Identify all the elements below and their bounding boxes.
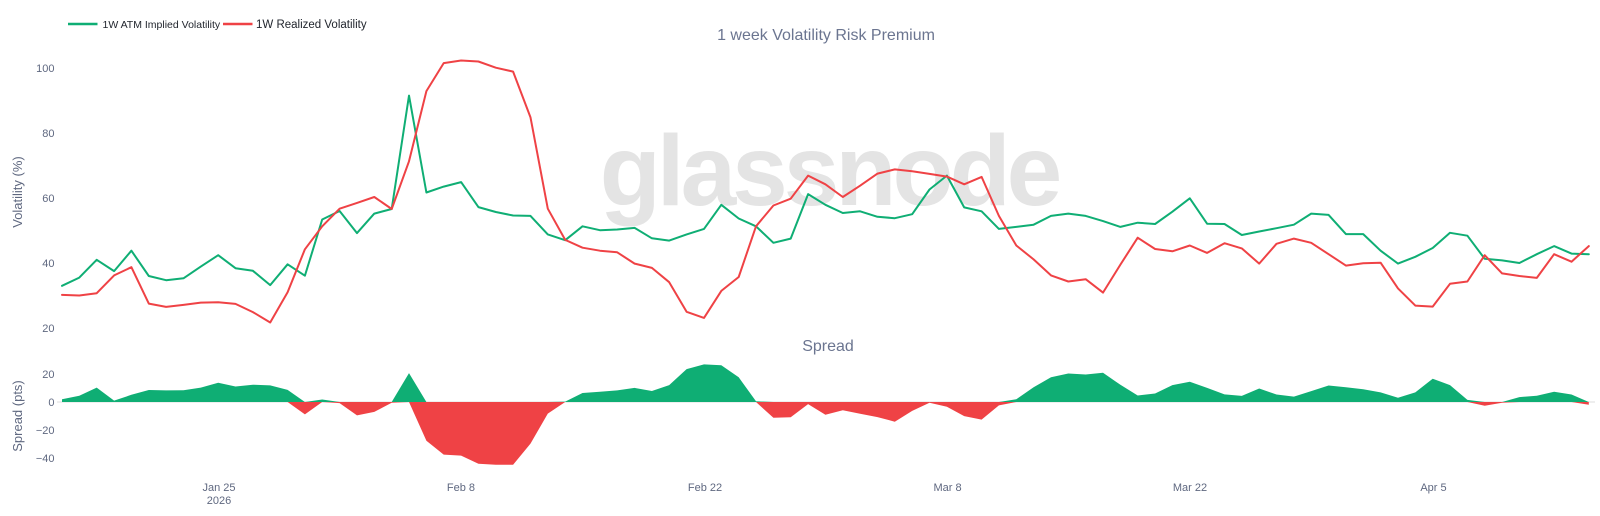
svg-text:1W Realized Volatility: 1W Realized Volatility [256, 19, 367, 31]
svg-text:Feb 8: Feb 8 [447, 482, 475, 494]
svg-text:Mar 22: Mar 22 [1173, 482, 1207, 494]
svg-text:2026: 2026 [207, 495, 231, 507]
svg-text:Feb 22: Feb 22 [688, 482, 722, 494]
svg-text:Spread (pts): Spread (pts) [10, 380, 25, 452]
svg-text:Apr 5: Apr 5 [1420, 482, 1446, 494]
svg-text:80: 80 [42, 128, 54, 140]
svg-text:60: 60 [42, 193, 54, 205]
svg-text:100: 100 [36, 63, 54, 75]
svg-text:20: 20 [42, 323, 54, 335]
svg-text:Spread: Spread [802, 338, 854, 355]
svg-text:40: 40 [42, 258, 54, 270]
svg-text:Mar 8: Mar 8 [933, 482, 961, 494]
svg-text:Jan 25: Jan 25 [202, 482, 235, 494]
svg-text:−40: −40 [36, 453, 55, 465]
svg-text:1 week Volatility Risk Premium: 1 week Volatility Risk Premium [717, 27, 935, 44]
svg-text:0: 0 [48, 397, 54, 409]
svg-text:Volatility (%): Volatility (%) [10, 156, 25, 228]
svg-text:−20: −20 [36, 425, 55, 437]
svg-text:1W ATM Implied Volatility: 1W ATM Implied Volatility [103, 19, 221, 31]
svg-text:glassnode: glassnode [600, 115, 1060, 227]
svg-text:20: 20 [42, 369, 54, 381]
